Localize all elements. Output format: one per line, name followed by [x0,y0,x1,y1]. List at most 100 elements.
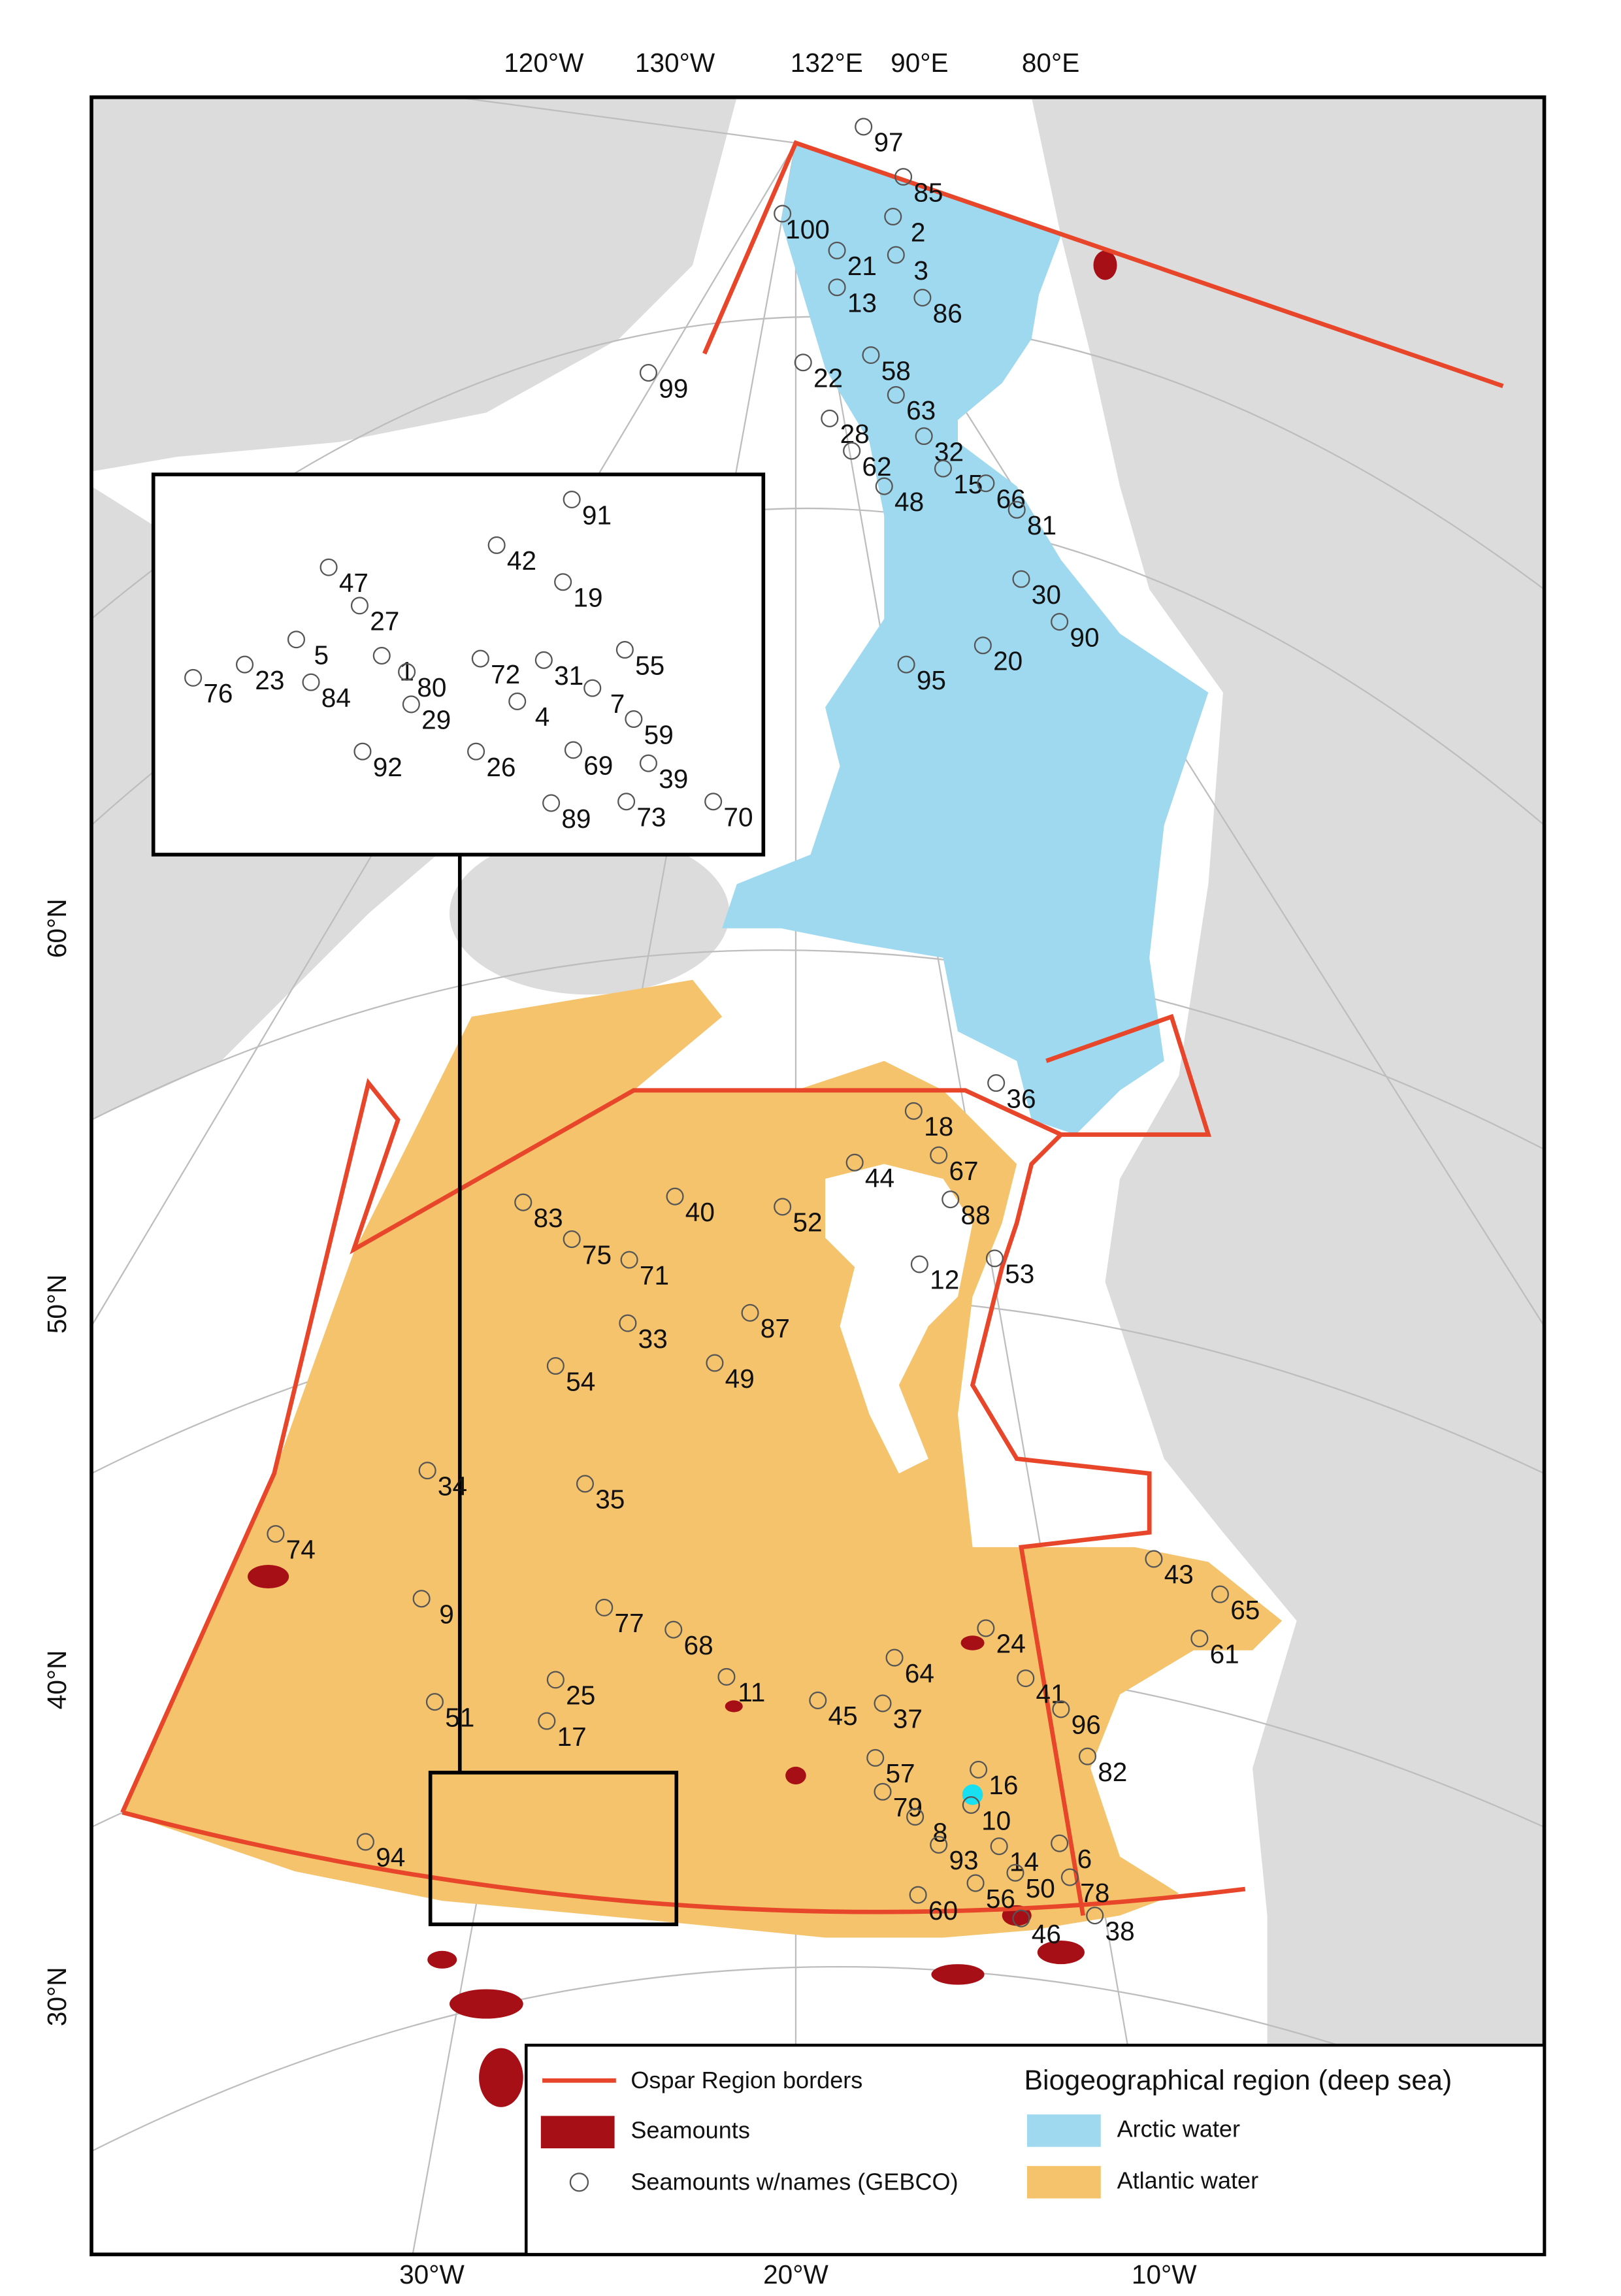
seamount-label: 61 [1210,1639,1239,1669]
seamount-marker [664,1620,683,1639]
land [91,97,737,472]
seamount-label: 9 [439,1599,454,1630]
seamount-marker [595,1598,614,1616]
seamount-label: 72 [491,659,520,689]
seamount-marker [874,1694,892,1713]
seamount-marker [884,207,902,226]
seamount-marker [794,353,812,372]
seamount-label: 57 [885,1758,915,1788]
latitude-label: 50°N [42,1274,72,1334]
seamount-label: 94 [376,1843,405,1873]
seamount-marker [620,1251,638,1269]
seamount-marker [583,679,602,697]
seamount-label: 43 [1164,1560,1194,1590]
seamount-label: 60 [928,1895,958,1926]
graticule-line [457,96,796,144]
seamount-label: 86 [933,298,962,328]
seamount-marker [930,1835,948,1854]
seamount-marker [913,289,932,307]
seamount-marker [1145,1550,1163,1568]
seamount-marker [1086,1907,1104,1925]
seamount-label: 44 [865,1163,894,1193]
seamount-label: 36 [1006,1083,1036,1113]
legend: Ospar Region borders Seamounts Seamounts… [525,2043,1546,2256]
seamount-marker [977,1619,995,1637]
seamount-label: 70 [723,802,753,832]
seamount-label: 82 [1098,1757,1127,1787]
latitude-label: 40°N [42,1650,72,1710]
seamount-marker [741,1304,759,1322]
seamount-label: 7 [610,689,625,719]
legend-label: Seamounts [630,2117,750,2144]
legend-swatch [1027,2114,1101,2147]
longitude-label: 20°W [763,2259,828,2289]
seamount-marker [906,1808,925,1826]
seamount [1093,250,1117,280]
seamount-marker [874,1782,892,1801]
seamount-label: 38 [1105,1916,1135,1946]
seamount-marker [563,490,581,509]
seamount-marker [639,364,657,382]
longitude-label: 30°W [399,2259,465,2289]
seamount-marker [542,794,561,812]
seamount-marker [894,168,913,186]
ospar-border [1045,1013,1211,1137]
seamount [725,1700,743,1713]
legend-label: Ospar Region borders [630,2067,862,2093]
seamount-label: 81 [1027,510,1056,540]
seamount-label: 63 [906,395,936,425]
seamount-marker [1017,1669,1035,1688]
graticule-line [91,1966,1545,2152]
seamount-marker [398,663,416,681]
seamount-marker [319,558,338,576]
seamount-label: 25 [566,1681,595,1711]
seamount-marker [1007,500,1026,519]
seamount-label: 37 [893,1704,923,1734]
seamount-marker [666,1187,684,1205]
legend-swatch [1027,2166,1101,2199]
seamount-label: 11 [738,1677,765,1707]
seamount-marker [467,742,485,761]
seamount-label: 80 [417,672,446,702]
seamount-marker [563,1230,581,1249]
seamount-label: 20 [993,646,1023,676]
seamount-label: 88 [961,1200,991,1230]
seamount-label: 59 [644,719,674,749]
seamount-label: 71 [640,1260,669,1290]
seamount-label: 23 [255,665,284,695]
longitude-label: 10°W [1132,2259,1197,2289]
seamount-label: 47 [339,568,368,598]
seamount-marker [970,1760,988,1779]
seamount-label: 76 [203,678,233,708]
graticule-line [91,949,1545,1151]
seamount-label: 8 [933,1817,948,1847]
seamount-label: 30 [1032,580,1061,610]
seamount-marker [862,346,880,365]
legend-box [525,2043,1546,2256]
seamount-marker [845,1153,864,1172]
seamount-label: 67 [949,1156,978,1186]
seamount-label: 45 [828,1701,858,1731]
seamount-label: 24 [996,1629,1026,1659]
seamount-marker [887,385,905,404]
seamount-marker [615,640,634,659]
seamount-marker [546,1671,565,1689]
seamount-marker [372,647,391,665]
seamount-label: 53 [1005,1259,1034,1289]
seamount-marker [576,1475,594,1493]
seamount-marker [977,474,995,493]
seamount-marker [412,1590,431,1608]
legend-circle [569,2173,589,2192]
seamount-marker [487,536,506,554]
seamount-label: 39 [659,764,688,794]
seamount-marker [962,1796,980,1814]
seamount-label: 92 [373,752,402,782]
seamount [931,1964,985,1985]
seamount-marker [828,241,846,259]
seamount-label: 35 [595,1484,625,1515]
axis-labels: 120°W 130°W 132°E 90°E 80°E 30°W 20°W 10°W 60°N 5… [42,48,1197,2289]
seamount-label: 77 [615,1608,644,1638]
seamount-marker [910,1255,928,1273]
